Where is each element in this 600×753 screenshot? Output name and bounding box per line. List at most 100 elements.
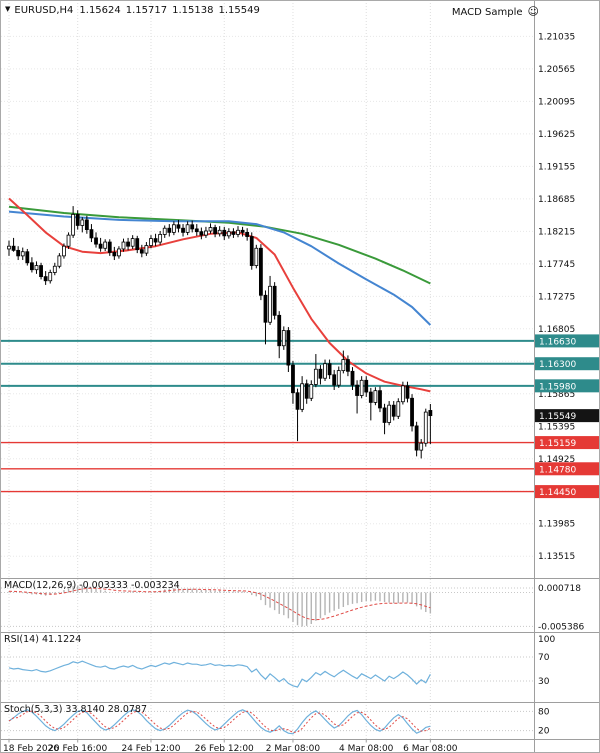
candle-body <box>199 231 204 236</box>
symbol-timeframe-label: EURUSD,H4 <box>14 5 74 16</box>
candle-body <box>341 359 346 372</box>
stoch-d-line <box>8 710 431 734</box>
macd-axis-label: 0.000718 <box>538 584 581 594</box>
candle-body <box>7 245 11 250</box>
candle-body <box>103 241 108 249</box>
candle-body <box>236 229 240 235</box>
candle-body <box>162 227 167 235</box>
candle-body <box>126 241 130 247</box>
hline-price-label-text: 1.15159 <box>539 439 576 449</box>
candle-body <box>181 227 185 233</box>
candle-body <box>130 238 135 247</box>
hline-price-label-box[interactable] <box>535 436 599 450</box>
ohlc-open: 1.15624 <box>79 5 121 16</box>
candle-body <box>153 238 158 243</box>
candle-body <box>62 245 66 257</box>
candle-body <box>240 229 245 233</box>
candle-body <box>135 238 140 251</box>
candle-body <box>323 363 327 379</box>
candle-body <box>75 214 80 226</box>
candle-body <box>277 314 282 347</box>
candle-body <box>190 224 195 230</box>
stoch-axis-label: 80 <box>538 707 550 717</box>
candle-body <box>318 368 323 379</box>
candle-body <box>112 252 117 257</box>
rsi-panel-label: RSI(14) 41.1224 <box>4 634 82 645</box>
hline-price-label-box[interactable] <box>535 485 599 499</box>
hline-price-label-box[interactable] <box>535 462 599 476</box>
candle-body <box>309 384 314 399</box>
candle-body <box>304 383 309 399</box>
candle-body <box>254 247 259 266</box>
candle-body <box>167 227 172 233</box>
hline-price-label-text: 1.16630 <box>539 337 576 347</box>
candle-body <box>286 330 291 366</box>
candle-body <box>222 229 227 237</box>
candle-body <box>194 228 199 233</box>
symbol-dropdown-icon[interactable]: ▼ <box>5 5 11 13</box>
candle-body <box>231 231 236 235</box>
candle-body <box>263 294 268 323</box>
hline-price-label-box[interactable] <box>535 334 599 348</box>
candle-body <box>281 330 286 347</box>
candle-body <box>139 249 144 254</box>
candle-body <box>364 379 369 393</box>
price-axis-label: 1.19155 <box>538 162 575 172</box>
candle-body <box>89 229 94 239</box>
candle-body <box>378 390 382 409</box>
candle-body <box>121 241 126 250</box>
price-axis-label: 1.16805 <box>538 325 575 335</box>
price-axis-label: 1.15865 <box>538 390 575 400</box>
candle-body <box>300 383 305 410</box>
time-axis-label: 26 Feb 12:00 <box>195 744 254 753</box>
candle-body <box>410 397 414 427</box>
candle-body <box>428 410 433 417</box>
candle-body <box>204 230 208 236</box>
candle-body <box>423 411 428 444</box>
current-price-label-box <box>535 409 599 423</box>
expert-advisor-smiley-icon[interactable]: ☺ <box>527 5 539 18</box>
candle-body <box>419 442 424 451</box>
candle-body <box>355 384 359 396</box>
stoch-axis-label: 20 <box>538 727 550 737</box>
expert-advisor-badge: MACD Sample ☺ <box>452 5 539 18</box>
candle-body <box>25 251 30 264</box>
candle-body <box>387 404 392 423</box>
candle-body <box>117 248 121 257</box>
candle-body <box>249 236 254 266</box>
candle-body <box>43 276 48 282</box>
stoch-k-line <box>8 709 431 735</box>
candle-body <box>52 265 57 273</box>
candle-body <box>336 370 341 386</box>
price-axis-label: 1.17745 <box>538 260 575 270</box>
candle-body <box>272 285 277 316</box>
price-axis-label: 1.21035 <box>538 32 575 42</box>
candle-body <box>350 370 355 386</box>
price-axis-label: 1.18215 <box>538 227 575 237</box>
price-axis-label: 1.18685 <box>538 195 575 205</box>
candle-body <box>213 227 218 235</box>
price-axis-label: 1.13985 <box>538 520 575 530</box>
hline-price-label-box[interactable] <box>535 357 599 371</box>
candle-body <box>400 385 405 403</box>
candle-body <box>405 385 410 399</box>
ohlc-low: 1.15138 <box>172 5 214 16</box>
candle-body <box>29 262 34 271</box>
candle-body <box>245 231 250 237</box>
ohlc-high: 1.15717 <box>125 5 168 16</box>
candle-body <box>295 392 300 410</box>
hline-price-label-box[interactable] <box>535 379 599 393</box>
candle-body <box>327 363 332 376</box>
expert-advisor-name: MACD Sample <box>451 7 523 18</box>
rsi-axis-label: 70 <box>538 653 550 663</box>
time-axis-label: 24 Feb 12:00 <box>121 744 180 753</box>
candle-body <box>71 214 76 236</box>
time-axis-label: 2 Mar 08:00 <box>266 744 321 753</box>
candle-body <box>158 234 163 243</box>
candle-body <box>39 265 43 278</box>
candle-body <box>414 425 419 451</box>
candle-body <box>226 231 231 237</box>
candle-body <box>185 224 190 233</box>
